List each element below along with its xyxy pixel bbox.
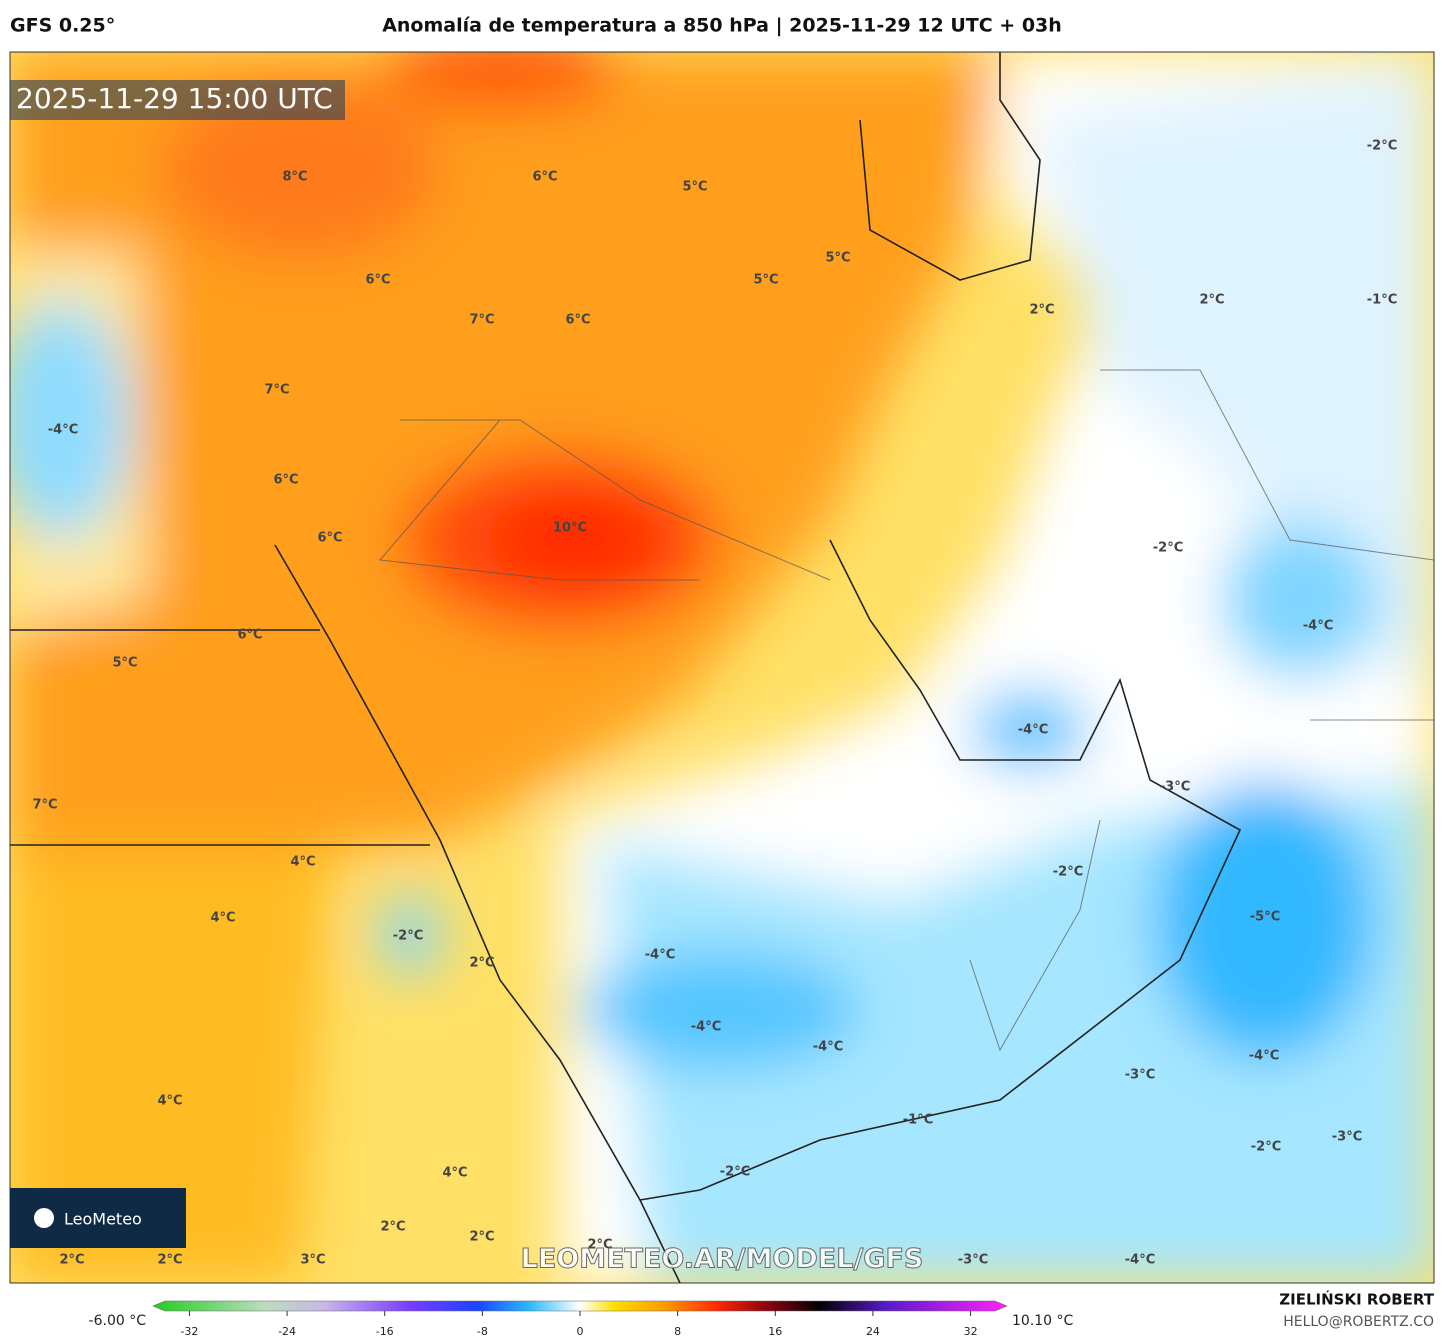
contour-label: 5°C bbox=[112, 656, 137, 671]
contour-label: 7°C bbox=[32, 798, 57, 813]
contour-label: 2°C bbox=[1199, 293, 1224, 308]
contour-label: -4°C bbox=[645, 948, 675, 963]
contour-label: -2°C bbox=[720, 1165, 750, 1180]
colorbar-tick-label: -8 bbox=[477, 1325, 488, 1338]
contour-label: -5°C bbox=[1250, 910, 1280, 925]
colorbar: -32 -24 -16 -8 0 8 16 24 32 bbox=[152, 1300, 1008, 1338]
contour-label: -4°C bbox=[1249, 1049, 1279, 1064]
contour-label: 4°C bbox=[210, 911, 235, 926]
colorbar-tick-label: 24 bbox=[866, 1325, 880, 1338]
contour-label: 6°C bbox=[565, 313, 590, 328]
contour-label: 4°C bbox=[290, 855, 315, 870]
colorbar-tick-label: 16 bbox=[768, 1325, 782, 1338]
author: ZIELIŃSKI ROBERT bbox=[1279, 1290, 1434, 1309]
contour-label: 6°C bbox=[317, 531, 342, 546]
contour-label: -4°C bbox=[691, 1020, 721, 1035]
borders bbox=[379, 369, 1434, 1052]
contour-label: 2°C bbox=[157, 1253, 182, 1268]
contour-label: 5°C bbox=[825, 251, 850, 266]
contour-label: -4°C bbox=[813, 1040, 843, 1055]
watermark: LEOMETEO.AR/MODEL/GFS bbox=[521, 1244, 924, 1275]
map bbox=[10, 52, 1434, 1283]
contour-label: -4°C bbox=[1303, 619, 1333, 634]
contour-label: -2°C bbox=[1153, 541, 1183, 556]
logo-sun bbox=[34, 1208, 54, 1228]
contour-label: 8°C bbox=[282, 170, 307, 185]
contour-label: 6°C bbox=[237, 628, 262, 643]
contour-label: -2°C bbox=[393, 929, 423, 944]
colorbar-tick-label: -32 bbox=[180, 1325, 198, 1338]
contour-label: -3°C bbox=[1332, 1130, 1362, 1145]
model-name: GFS 0.25° bbox=[10, 15, 115, 37]
contour-label: 2°C bbox=[587, 1238, 612, 1253]
contour-label: 2°C bbox=[469, 956, 494, 971]
contour-label: 10°C bbox=[553, 521, 587, 536]
contour-label: -4°C bbox=[1018, 723, 1048, 738]
contour-label: -4°C bbox=[48, 423, 78, 438]
contour-label: 3°C bbox=[300, 1253, 325, 1268]
colorbar-max: 10.10 °C bbox=[1012, 1313, 1074, 1329]
contour-label: 6°C bbox=[532, 170, 557, 185]
contour-labels: 8°C 6°C 5°C 6°C 5°C 5°C 2°C 2°C -2°C -1°C 7°C 6°C 7°… bbox=[32, 139, 1397, 1268]
contour-label: 4°C bbox=[442, 1166, 467, 1181]
contour-label: -3°C bbox=[1125, 1068, 1155, 1083]
colorbar-tick-label: 32 bbox=[964, 1325, 978, 1338]
colorbar-tick-label: 0 bbox=[577, 1325, 584, 1338]
colorbar-tick-label: -16 bbox=[376, 1325, 394, 1338]
timestamp: 2025-11-29 15:00 UTC bbox=[16, 82, 333, 115]
colorbar-bar bbox=[152, 1300, 1008, 1312]
contour-label: 5°C bbox=[682, 180, 707, 195]
contour-label: 7°C bbox=[469, 313, 494, 328]
map-frame bbox=[9, 51, 1435, 1284]
contour-label: -2°C bbox=[1053, 865, 1083, 880]
contour-label: 6°C bbox=[273, 473, 298, 488]
contour-label: 7°C bbox=[264, 383, 289, 398]
contour-label: 2°C bbox=[469, 1230, 494, 1245]
email: HELLO@ROBERTZ.CO bbox=[1283, 1314, 1434, 1330]
contour-label: 2°C bbox=[1029, 303, 1054, 318]
contour-label: -1°C bbox=[1367, 293, 1397, 308]
colorbar-min: -6.00 °C bbox=[89, 1313, 147, 1329]
map-title: Anomalía de temperatura a 850 hPa | 2025… bbox=[382, 15, 1062, 37]
contour-label: -4°C bbox=[1125, 1253, 1155, 1268]
contour-label: -1°C bbox=[903, 1113, 933, 1128]
contour-label: -3°C bbox=[1160, 780, 1190, 795]
coastlines bbox=[10, 52, 1242, 1283]
timestamp-box bbox=[10, 80, 345, 120]
contour-label: -2°C bbox=[1367, 139, 1397, 154]
contour-label: 6°C bbox=[365, 273, 390, 288]
contour-label: 4°C bbox=[157, 1094, 182, 1109]
contour-label: 2°C bbox=[59, 1253, 84, 1268]
contour-label: 2°C bbox=[380, 1220, 405, 1235]
logo: LeoMeteo bbox=[64, 1210, 142, 1229]
colorbar-tick-label: -24 bbox=[278, 1325, 296, 1338]
contour-label: -3°C bbox=[958, 1253, 988, 1268]
colorbar-tick-label: 8 bbox=[674, 1325, 681, 1338]
contour-label: 5°C bbox=[753, 273, 778, 288]
contour-label: -2°C bbox=[1251, 1140, 1281, 1155]
